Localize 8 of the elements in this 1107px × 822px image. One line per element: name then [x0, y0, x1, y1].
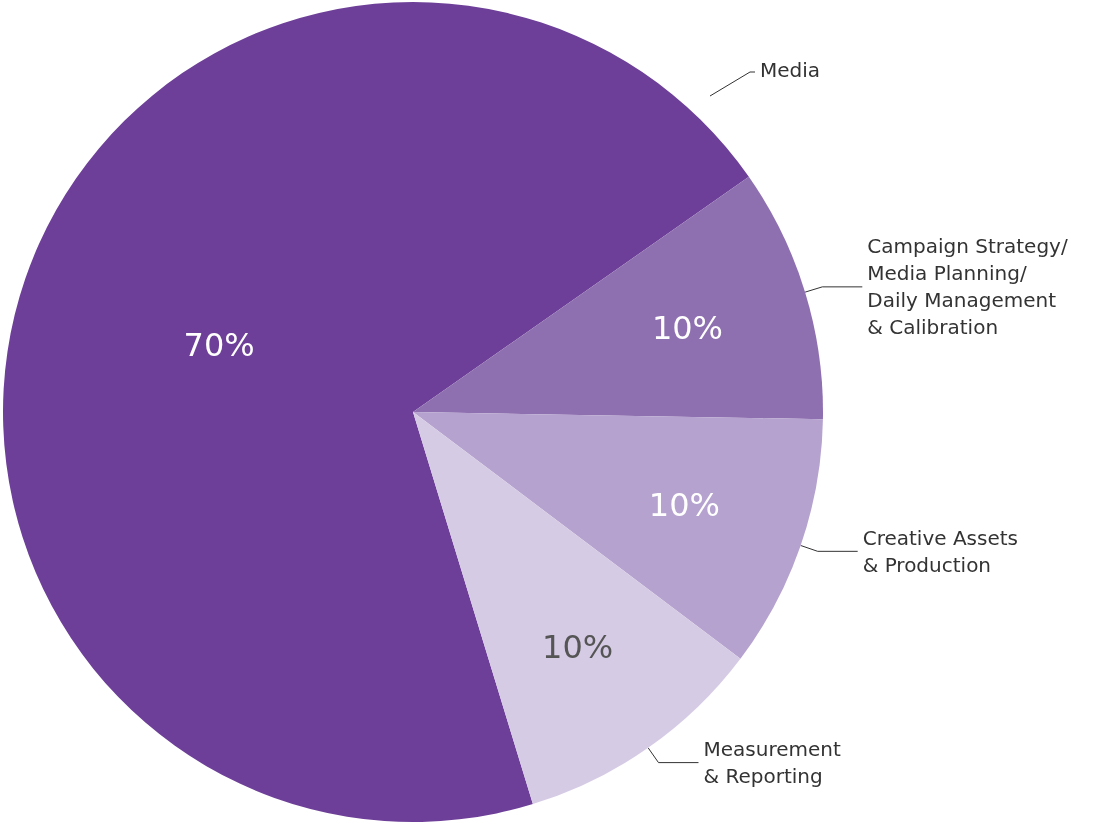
slice-label: Creative Assets & Production [862, 525, 1018, 577]
data-label: 10% [542, 628, 614, 667]
data-label: 70% [183, 326, 255, 365]
slice-label: Measurement & Reporting [703, 737, 841, 789]
data-label: 10% [648, 486, 720, 525]
data-label: 10% [651, 309, 724, 348]
slice-label: Media [760, 58, 821, 82]
slice-label: Campaign Strategy/ Media Planning/ Daily Management & Calibration [867, 234, 1068, 340]
